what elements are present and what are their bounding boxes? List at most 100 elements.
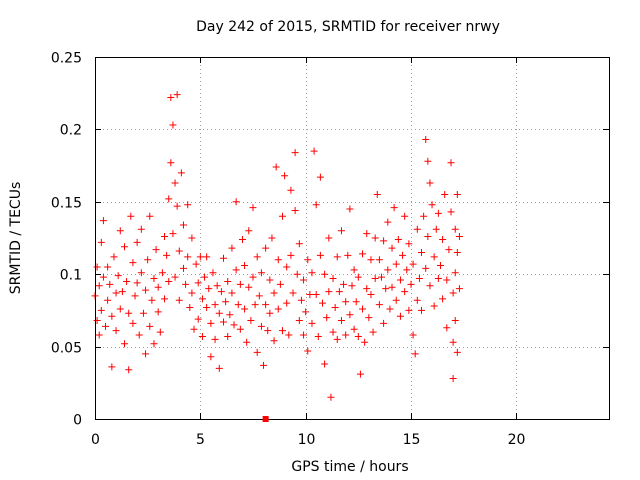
data-point [287,251,295,259]
data-point [297,296,305,304]
data-point [342,331,350,339]
y-tick-label: 0 [73,413,82,429]
data-point [443,276,451,284]
data-point [426,179,434,187]
y-tick-label: 0.05 [51,341,82,357]
data-point [213,282,221,290]
data-point [241,305,249,313]
data-point [306,290,314,298]
data-point [232,266,240,274]
data-point [93,317,101,325]
y-tick-label: 0.1 [60,268,82,284]
data-point [201,273,209,281]
data-point [365,314,373,322]
data-point [247,317,255,325]
data-point [104,263,112,271]
data-point [363,285,371,293]
y-tick-label: 0.2 [60,123,82,139]
plot-frame [95,57,610,420]
data-point [449,338,457,346]
data-point [396,312,404,320]
data-point [120,243,128,251]
data-point [262,244,270,252]
data-point [125,309,133,317]
annotations [262,416,269,422]
data-point [158,269,166,277]
data-point [249,273,257,281]
data-point [413,225,421,233]
data-point [169,230,177,238]
data-point [348,282,356,290]
data-point [436,262,444,270]
data-point [314,332,322,340]
data-point [154,283,162,291]
data-point [165,195,173,203]
data-point [173,202,181,210]
data-point [340,280,348,288]
data-point [447,159,455,167]
data-point [361,338,369,346]
data-point [253,348,261,356]
data-point [154,308,162,316]
data-point [196,253,204,261]
data-point [125,366,133,374]
data-point [285,331,293,339]
data-point [287,186,295,194]
data-point [283,299,291,307]
data-point [409,260,417,268]
data-point [188,234,196,242]
data-point [203,304,211,312]
data-point [396,276,404,284]
data-point [198,295,206,303]
data-point [346,311,354,319]
y-axis-label: SRMTID / TECUs [8,182,24,295]
data-point [188,289,196,297]
data-point [127,212,135,220]
data-point [142,350,150,358]
data-point [300,276,308,284]
data-point [430,302,438,310]
data-point [371,275,379,283]
data-point [179,264,187,272]
data-point [207,353,215,361]
data-point [375,301,383,309]
data-point [367,290,375,298]
data-point [325,288,333,296]
data-point [123,277,131,285]
data-point [388,283,396,291]
data-point [426,282,434,290]
data-point [266,276,274,284]
data-point [137,225,145,233]
data-point [182,280,190,288]
data-point [350,266,358,274]
data-point [380,237,388,245]
data-point [217,288,225,296]
data-point [384,218,392,226]
data-point [399,251,407,259]
data-point [439,235,447,243]
data-point [453,248,461,256]
data-point [405,306,413,314]
data-point [184,253,192,261]
data-point [422,136,430,144]
data-point [97,238,105,246]
data-point [321,270,329,278]
data-point [118,288,126,296]
data-point [310,147,318,155]
data-point [245,227,253,235]
data-point [264,327,272,335]
data-point [295,240,303,248]
data-point [304,256,312,264]
data-point [384,266,392,274]
data-point [329,328,337,336]
data-point [133,279,141,287]
x-tick-label: 10 [298,432,316,448]
data-point [405,240,413,248]
data-point [211,301,219,309]
data-point [215,309,223,317]
data-point [329,275,337,283]
data-point [257,322,265,330]
data-point [198,332,206,340]
data-point [93,263,101,271]
data-point [241,262,249,270]
